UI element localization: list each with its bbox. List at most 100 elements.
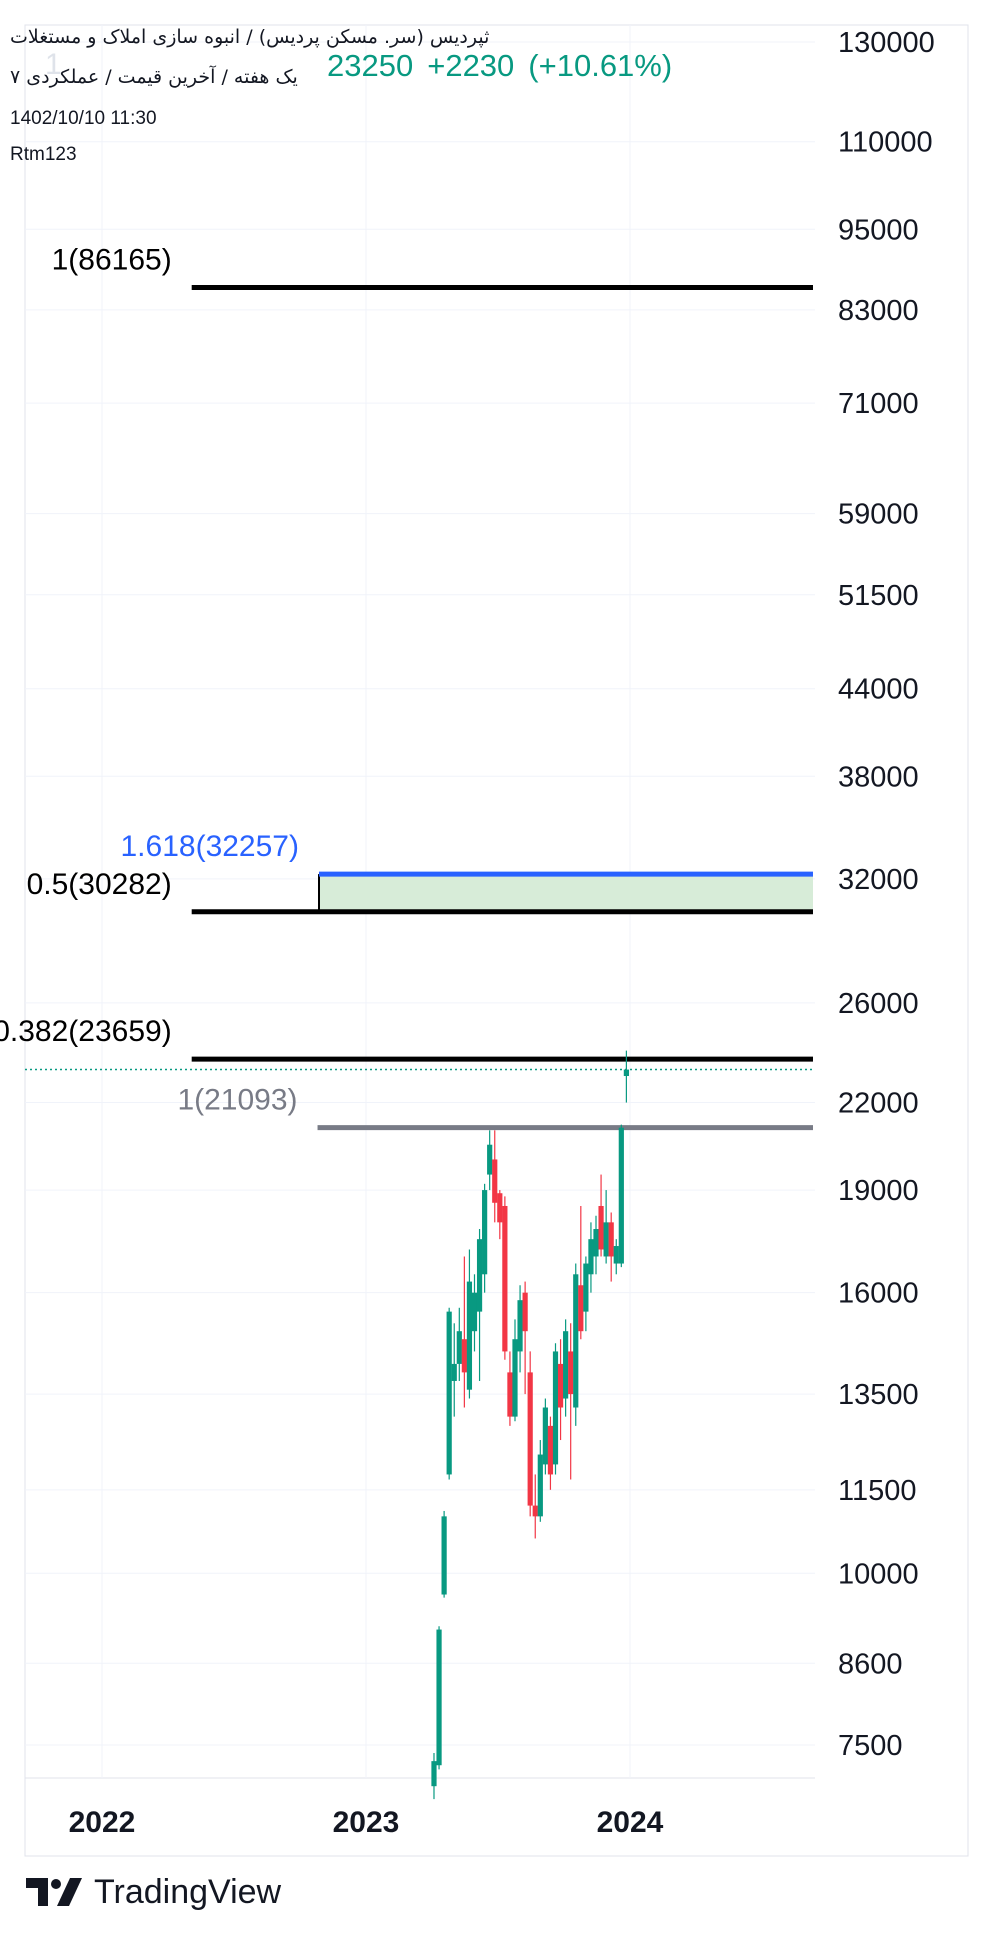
fib-zone-band <box>318 874 813 912</box>
candle-28 <box>573 1263 579 1426</box>
candle-body-33 <box>598 1205 604 1250</box>
candle-29 <box>578 1205 584 1340</box>
candle-body-4 <box>451 1363 457 1381</box>
brand-name: TradingView <box>94 1872 282 1911</box>
y-tick-label-6: 51500 <box>838 580 919 612</box>
candle-body-17 <box>517 1300 523 1352</box>
candle-body-9 <box>476 1239 483 1312</box>
candle-3 <box>446 1307 452 1480</box>
y-tick-label-10: 26000 <box>838 988 919 1020</box>
author-username: Rtm123 <box>10 144 77 165</box>
candle-20 <box>532 1474 538 1539</box>
chart-frame <box>24 24 969 1857</box>
price-change-pct: (+10.61%) <box>528 48 673 83</box>
candle-body-34 <box>603 1222 609 1257</box>
candle-body-18 <box>522 1292 528 1332</box>
candle-21 <box>537 1440 543 1522</box>
candle-37 <box>618 1124 624 1268</box>
ghost-watermark: 1 <box>45 48 62 81</box>
candle-15 <box>507 1351 513 1426</box>
candle-9 <box>476 1229 483 1381</box>
candle-body-26 <box>563 1331 569 1399</box>
interval-description: یک هفته / آخرین قیمت / عملکردی <box>26 66 298 88</box>
y-tick-label-0: 130000 <box>838 27 935 59</box>
x-tick-label-2: 2024 <box>597 1806 664 1839</box>
y-tick-label-8: 38000 <box>838 761 919 793</box>
y-tick-label-1: 110000 <box>838 127 933 159</box>
candle-26 <box>563 1319 569 1417</box>
candle-body-19 <box>527 1372 533 1506</box>
candle-4 <box>451 1323 457 1417</box>
candle-body-22 <box>542 1407 548 1465</box>
candle-body-10 <box>482 1190 488 1275</box>
candle-23 <box>547 1416 554 1490</box>
candle-body-30 <box>583 1263 589 1312</box>
candle-body-24 <box>552 1351 559 1465</box>
candle-body-5 <box>456 1331 462 1364</box>
candle-31 <box>588 1222 594 1293</box>
candle-38 <box>623 1050 629 1103</box>
fib-level-label-0: 1(86165) <box>52 244 172 277</box>
candle-body-31 <box>588 1239 594 1275</box>
candle-5 <box>456 1307 462 1381</box>
price-readout: 23250 +2230 (+10.61%) <box>327 48 686 84</box>
y-tick-label-15: 11500 <box>838 1475 917 1507</box>
candle-body-20 <box>532 1505 538 1517</box>
fib-level-label-1: 1.618(32257) <box>121 830 299 863</box>
y-tick-label-12: 19000 <box>838 1175 919 1207</box>
candle-34 <box>603 1190 609 1264</box>
candle-33 <box>598 1174 604 1257</box>
candle-body-13 <box>497 1193 503 1223</box>
y-tick-label-16: 10000 <box>838 1558 919 1590</box>
chart-subtitle: ۷ یک هفته / آخرین قیمت / عملکردی <box>10 66 298 88</box>
y-tick-label-2: 95000 <box>838 214 919 246</box>
candle-16 <box>512 1319 518 1422</box>
chart-datetime: 1402/10/10 11:30 <box>10 108 157 129</box>
candle-body-15 <box>507 1372 513 1417</box>
candle-body-36 <box>613 1246 619 1264</box>
candle-body-16 <box>512 1339 518 1417</box>
y-tick-label-14: 13500 <box>838 1379 919 1411</box>
candle-19 <box>527 1351 533 1517</box>
y-tick-label-11: 22000 <box>838 1088 919 1120</box>
y-tick-label-3: 83000 <box>838 295 919 327</box>
candle-body-32 <box>593 1229 599 1257</box>
candle-body-38 <box>623 1069 629 1077</box>
candle-32 <box>593 1215 599 1275</box>
candle-body-6 <box>461 1339 467 1373</box>
candle-8 <box>471 1274 478 1352</box>
candle-body-25 <box>557 1363 564 1408</box>
candle-body-27 <box>568 1351 574 1395</box>
candle-body-0 <box>431 1761 437 1787</box>
candle-body-23 <box>547 1425 554 1475</box>
candle-body-29 <box>578 1285 584 1332</box>
candle-22 <box>542 1398 548 1475</box>
y-tick-label-9: 32000 <box>838 864 919 896</box>
x-tick-label-1: 2023 <box>333 1806 400 1839</box>
candle-body-14 <box>502 1205 508 1352</box>
candle-18 <box>522 1281 528 1395</box>
y-tick-label-5: 59000 <box>838 499 919 531</box>
candle-2 <box>441 1510 447 1598</box>
candle-14 <box>502 1196 508 1360</box>
tradingview-logo-icon <box>26 1878 82 1906</box>
candle-body-12 <box>492 1159 498 1203</box>
last-price: 23250 <box>327 48 414 83</box>
y-tick-label-17: 8600 <box>838 1648 903 1680</box>
candle-30 <box>583 1256 589 1332</box>
candle-body-35 <box>608 1222 614 1257</box>
candle-body-28 <box>573 1274 579 1408</box>
fib-level-label-4: 1(21093) <box>177 1084 297 1117</box>
price-change: +2230 <box>427 48 515 83</box>
y-tick-label-4: 71000 <box>838 388 919 420</box>
candle-body-7 <box>466 1281 473 1390</box>
candle-body-8 <box>471 1292 478 1332</box>
candle-7 <box>466 1249 473 1399</box>
fib-level-label-3: 0.382(23659) <box>0 1015 172 1048</box>
candle-24 <box>552 1343 559 1475</box>
candle-11 <box>487 1130 493 1191</box>
fib-level-label-2: 0.5(30282) <box>27 868 172 901</box>
candle-17 <box>517 1285 523 1373</box>
tradingview-brand[interactable]: TradingView <box>26 1870 281 1914</box>
